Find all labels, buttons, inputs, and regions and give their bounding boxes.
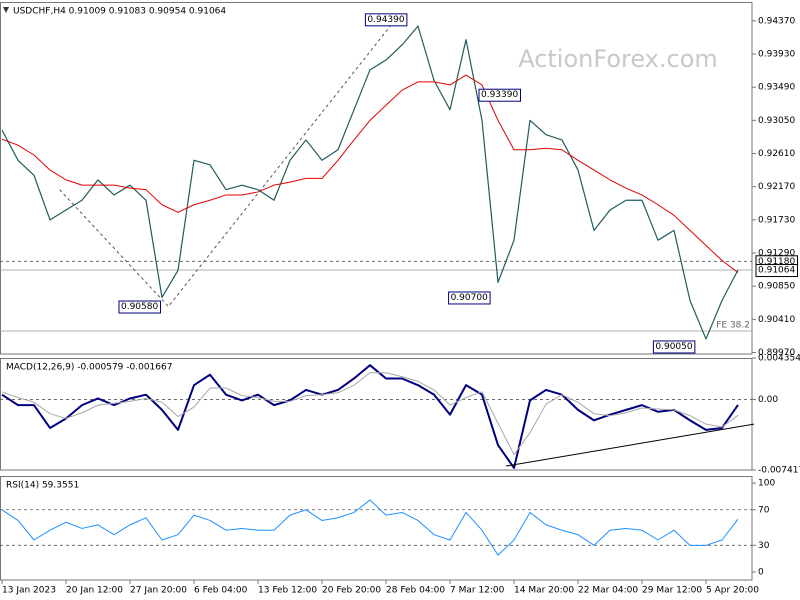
- x-tick-label: 20 Feb 20:00: [322, 586, 381, 596]
- annotation: 0.90580: [121, 302, 158, 312]
- panel-title: RSI(14) 59.3551: [6, 481, 79, 491]
- panel-title: USDCHF,H4 0.91009 0.91083 0.90954 0.9106…: [13, 7, 226, 17]
- x-tick-label: 14 Mar 20:00: [514, 586, 574, 596]
- annotation: 0.94390: [367, 15, 404, 25]
- y-tick-label: 0.004354: [758, 354, 800, 364]
- series-line: [1, 74, 739, 273]
- series-line: [1, 25, 739, 340]
- watermark: ActionForex.com: [518, 45, 718, 73]
- y-tick-label: 0.90850: [758, 282, 795, 292]
- label-box: [755, 264, 798, 278]
- y-tick-label: 0.93490: [758, 83, 795, 93]
- annotation: 0.90050: [655, 342, 692, 352]
- x-tick-label: 27 Jan 20:00: [130, 586, 187, 596]
- x-tick-label: 28 Feb 04:00: [386, 586, 445, 596]
- level-label: 0.91064: [758, 266, 795, 276]
- x-tick-label: 22 Mar 04:00: [578, 586, 638, 596]
- y-tick-label: 70: [758, 505, 770, 515]
- y-tick-label: -0.007417: [758, 466, 800, 476]
- annotation: 0.93390: [481, 90, 518, 100]
- x-tick-label: 7 Mar 12:00: [450, 586, 505, 596]
- rsi-panel-frame: [0, 476, 753, 581]
- drawn-line: [59, 19, 396, 308]
- y-tick-label: 30: [758, 541, 770, 551]
- drawn-line: [505, 423, 755, 467]
- y-tick-label: 0.91730: [758, 215, 795, 225]
- label-box: [652, 340, 696, 354]
- macd-panel-frame: [0, 358, 753, 471]
- annotation: 0.90700: [451, 293, 488, 303]
- price-panel-frame: [0, 2, 753, 355]
- panel-title: MACD(12,26,9) -0.000579 -0.001667: [6, 363, 172, 373]
- series-line: [1, 499, 739, 556]
- symbol-icon: [3, 7, 9, 13]
- y-tick-label: 0.00: [758, 395, 778, 405]
- y-tick-label: 0: [758, 568, 764, 578]
- y-tick-label: 0.92610: [758, 149, 795, 159]
- y-tick-label: 0.94370: [758, 16, 795, 26]
- x-tick-label: 13 Jan 2023: [2, 586, 56, 596]
- y-tick-label: 100: [758, 479, 775, 489]
- y-tick-label: 0.90410: [758, 315, 795, 325]
- label-box: [364, 13, 408, 27]
- x-tick-label: 29 Mar 12:00: [642, 586, 702, 596]
- x-tick-label: 5 Apr 20:00: [706, 586, 759, 596]
- y-tick-label: 0.92170: [758, 182, 795, 192]
- series-line: [1, 372, 739, 456]
- label-box: [448, 291, 491, 305]
- series-line: [1, 364, 739, 469]
- y-tick-label: 0.91290: [758, 248, 795, 258]
- level-label: 0.91180: [758, 257, 795, 267]
- x-tick-label: 6 Feb 04:00: [194, 586, 248, 596]
- level-label: FE 38.2: [716, 321, 750, 331]
- x-tick-label: 20 Jan 12:00: [66, 586, 123, 596]
- label-box: [118, 300, 161, 314]
- y-tick-label: 0.89970: [758, 348, 795, 358]
- label-box: [478, 88, 521, 102]
- y-tick-label: 0.93930: [758, 50, 795, 60]
- x-tick-label: 13 Feb 12:00: [258, 586, 317, 596]
- y-tick-label: 0.93050: [758, 116, 795, 126]
